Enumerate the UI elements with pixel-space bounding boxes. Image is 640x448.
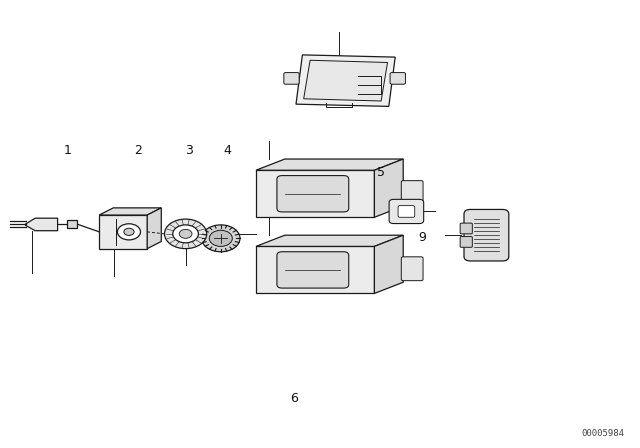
- Text: 4: 4: [223, 143, 231, 157]
- FancyBboxPatch shape: [277, 176, 349, 212]
- Text: 3: 3: [185, 143, 193, 157]
- Polygon shape: [256, 235, 403, 246]
- Text: 9: 9: [419, 231, 426, 244]
- Polygon shape: [99, 215, 147, 249]
- Circle shape: [118, 224, 141, 240]
- Polygon shape: [67, 220, 77, 228]
- Circle shape: [124, 228, 134, 236]
- Circle shape: [173, 225, 198, 243]
- FancyBboxPatch shape: [390, 73, 406, 84]
- FancyBboxPatch shape: [398, 206, 415, 217]
- FancyBboxPatch shape: [460, 223, 472, 234]
- Text: 8: 8: [291, 175, 298, 188]
- Polygon shape: [26, 218, 58, 231]
- FancyBboxPatch shape: [401, 181, 423, 204]
- FancyBboxPatch shape: [460, 237, 472, 247]
- Text: 1: 1: [63, 143, 71, 157]
- Text: 2: 2: [134, 143, 141, 157]
- Circle shape: [209, 230, 232, 246]
- Circle shape: [202, 225, 240, 252]
- Text: 5: 5: [377, 166, 385, 179]
- Polygon shape: [256, 246, 374, 293]
- Polygon shape: [374, 159, 403, 217]
- FancyBboxPatch shape: [464, 209, 509, 261]
- Polygon shape: [99, 208, 161, 215]
- Text: 00005984: 00005984: [581, 429, 624, 438]
- Polygon shape: [374, 235, 403, 293]
- Polygon shape: [256, 159, 403, 170]
- Circle shape: [164, 219, 207, 249]
- Text: 7: 7: [291, 278, 298, 291]
- FancyBboxPatch shape: [389, 199, 424, 224]
- Circle shape: [179, 229, 192, 238]
- Polygon shape: [304, 60, 388, 101]
- Polygon shape: [256, 170, 374, 217]
- FancyBboxPatch shape: [284, 73, 300, 84]
- Text: 6: 6: [291, 392, 298, 405]
- Polygon shape: [147, 208, 161, 249]
- FancyBboxPatch shape: [277, 252, 349, 288]
- FancyBboxPatch shape: [401, 257, 423, 280]
- Polygon shape: [296, 55, 396, 107]
